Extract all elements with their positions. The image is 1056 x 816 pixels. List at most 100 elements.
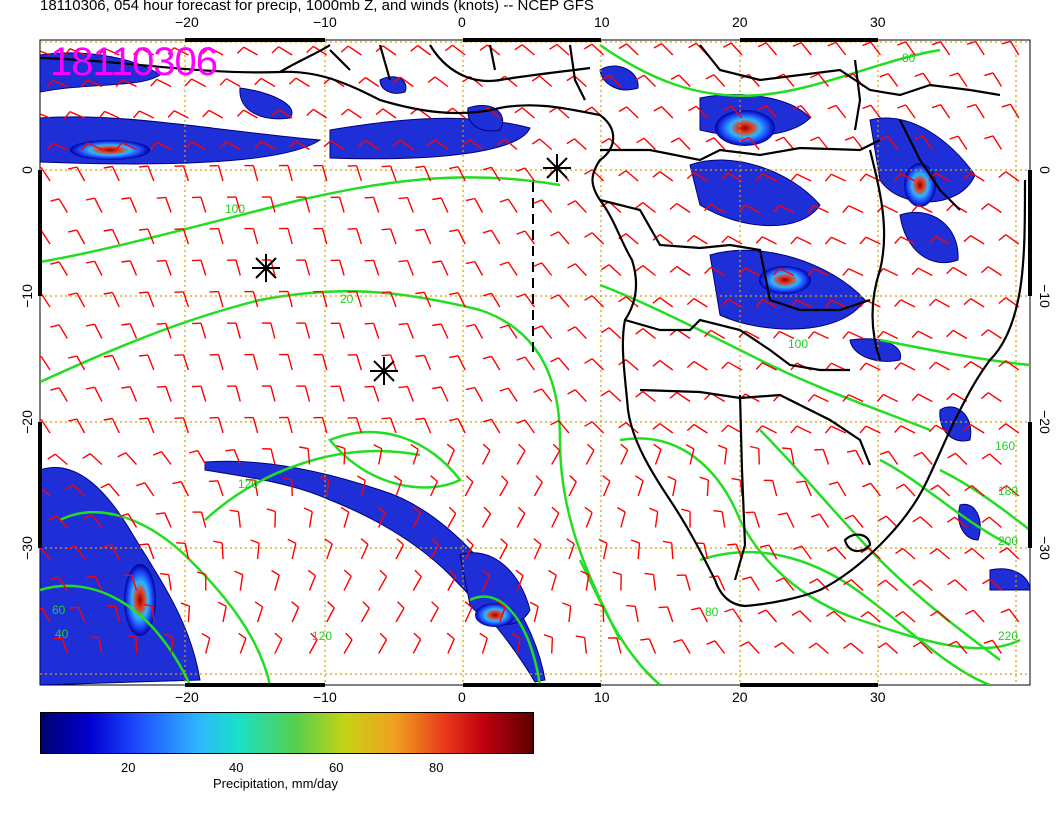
wind-barb-staff <box>440 323 449 339</box>
wind-barb-staff <box>903 483 916 497</box>
wind-barb-staff <box>671 542 674 560</box>
wind-barb-staff <box>850 579 864 592</box>
wind-barb-staff <box>865 236 881 245</box>
wind-barb-staff <box>730 105 743 119</box>
wind-barb-flag <box>895 547 904 555</box>
wind-barb-staff <box>739 480 743 497</box>
wind-barb-flag <box>103 354 113 358</box>
wind-barb-flag <box>46 79 54 88</box>
wind-barb-flag <box>911 204 919 213</box>
wind-barb-staff <box>165 386 172 402</box>
wind-barb-flag <box>358 139 366 147</box>
wind-barb-staff <box>521 107 535 119</box>
wind-barb-flag <box>860 611 869 618</box>
wind-barb-flag <box>824 425 832 434</box>
wind-barb-staff <box>225 78 241 88</box>
wind-barb-flag <box>877 579 886 586</box>
wind-barb-staff <box>917 393 933 403</box>
wind-barb-staff <box>417 44 432 56</box>
contour-labels: 80 100 120 20 40 60 100 120 160 180 200 … <box>52 51 1018 643</box>
wind-barb-flag <box>810 73 819 79</box>
wind-barb-flag <box>731 477 741 481</box>
wind-barb-flag <box>640 638 650 641</box>
wind-barb-staff <box>287 165 293 182</box>
wind-barb-staff <box>935 298 950 308</box>
wind-barb-flag <box>998 423 1007 431</box>
wind-barb-flag <box>497 601 506 608</box>
wind-barb-flag <box>340 108 349 116</box>
wind-barb-flag <box>381 354 391 357</box>
wind-barb-staff <box>208 46 224 56</box>
wind-barb-staff <box>765 609 778 623</box>
wind-barb-flag <box>98 47 106 56</box>
wind-barb-staff <box>975 104 985 119</box>
wind-barb-flag <box>618 43 628 50</box>
lon-labels-top: −20 −10 0 10 20 30 <box>175 14 886 30</box>
wind-barb-flag <box>500 475 509 483</box>
wind-barb-staff <box>69 111 85 119</box>
wind-barb-flag <box>827 41 837 47</box>
wind-barb-flag <box>432 323 442 327</box>
wind-barb-staff <box>652 574 657 591</box>
wind-barb-staff <box>447 449 455 465</box>
wind-barb-staff <box>970 172 985 182</box>
wind-barb-flag <box>894 425 902 433</box>
wind-barb-flag <box>878 515 887 522</box>
wind-barb-staff <box>750 576 760 591</box>
wind-barb-staff <box>779 267 795 277</box>
wind-barb-flag <box>364 385 374 388</box>
wind-barb-flag <box>635 202 644 209</box>
wind-barb-flag <box>50 198 60 202</box>
wind-barb-flag <box>482 418 492 423</box>
wind-barb-staff <box>182 354 190 371</box>
wind-barb-staff <box>457 166 466 182</box>
wind-barb-flag <box>658 606 668 609</box>
wind-barb-flag <box>618 106 628 113</box>
wind-barb-staff <box>94 323 103 339</box>
wind-barb-staff <box>732 608 743 623</box>
wind-barb-staff <box>338 260 345 276</box>
svg-text:−10: −10 <box>19 284 35 308</box>
wind-barb-staff <box>490 292 501 308</box>
wind-barb-flag <box>912 641 922 648</box>
wind-barb-flag <box>895 483 905 490</box>
wind-barb-staff <box>429 544 440 560</box>
wind-barb-staff <box>796 173 812 182</box>
wind-barb-flag <box>717 444 727 450</box>
wind-barb-staff <box>423 355 432 371</box>
wind-barb-staff <box>217 417 224 434</box>
wind-barb-flag <box>516 356 526 361</box>
wind-barb-staff <box>676 391 691 403</box>
wind-barb-staff <box>504 138 518 151</box>
wind-barb-flag <box>174 417 184 419</box>
wind-barb-flag <box>740 136 750 143</box>
wind-barb-staff <box>474 387 484 402</box>
wind-barb-staff <box>270 322 276 339</box>
wind-barb-staff <box>447 638 455 654</box>
wind-barb-staff <box>815 642 829 655</box>
wind-barb-staff <box>243 109 258 119</box>
wind-barb-staff <box>399 76 414 88</box>
wind-barb-flag <box>483 506 491 515</box>
wind-barb-flag <box>601 390 610 397</box>
wind-barb-flag <box>686 423 695 432</box>
wind-barb-staff <box>642 202 656 214</box>
wind-barb-flag <box>584 232 593 238</box>
wind-barb-staff <box>291 607 300 623</box>
wind-barb-staff <box>659 297 674 308</box>
wind-barb-flag <box>999 547 1008 554</box>
wind-barb-staff <box>304 385 311 402</box>
wind-barb-staff <box>355 417 363 434</box>
wind-barb-staff <box>620 511 626 528</box>
wind-barb-staff <box>180 481 190 497</box>
wind-barb-flag <box>464 601 473 609</box>
wind-barb-staff <box>87 142 103 151</box>
wind-barb-staff <box>440 386 449 402</box>
wind-barb-staff <box>992 72 1003 87</box>
wind-barb-flag <box>398 322 408 326</box>
wind-barb-flag <box>686 171 695 180</box>
wind-barb-staff <box>693 234 708 245</box>
wind-barb-staff <box>274 511 277 528</box>
wind-barb-flag <box>653 443 662 451</box>
wind-barb-staff <box>40 356 51 371</box>
